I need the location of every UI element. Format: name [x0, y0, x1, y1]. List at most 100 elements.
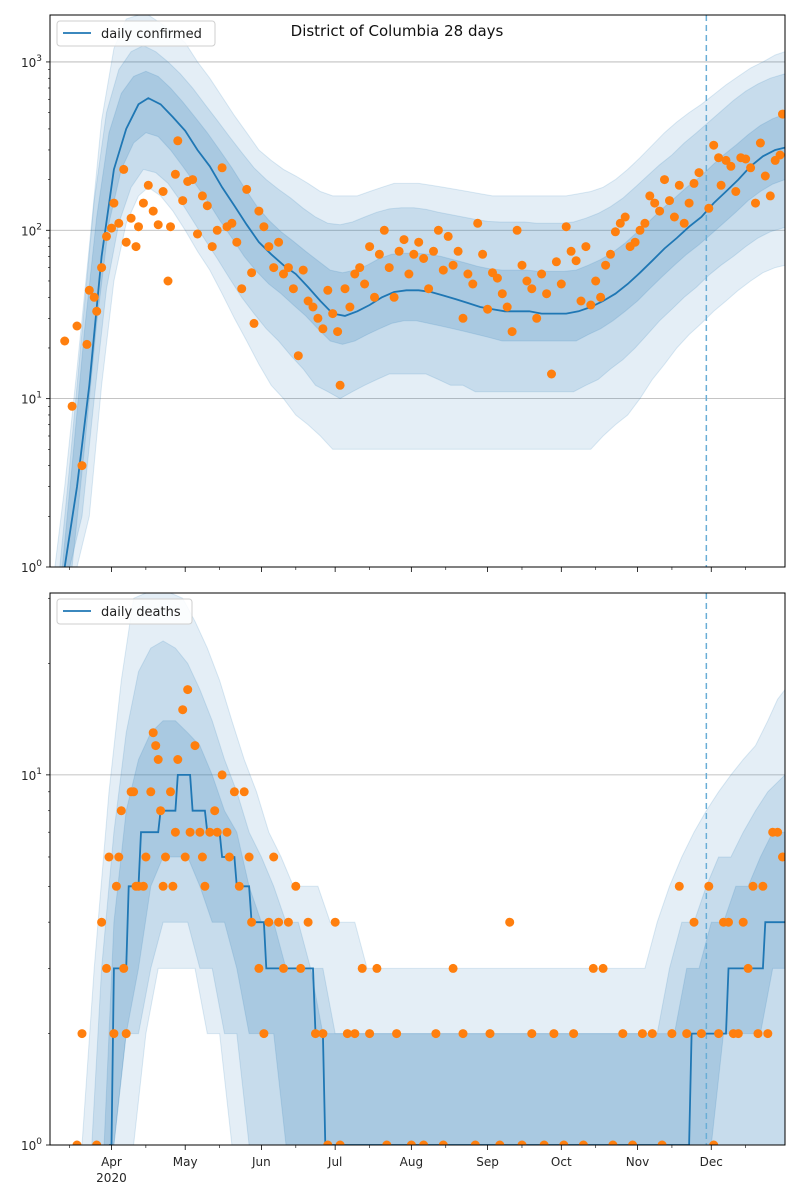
observed-point	[82, 339, 92, 349]
observed-point	[578, 1140, 588, 1145]
observed-point	[689, 917, 699, 927]
observed-point	[77, 1029, 87, 1039]
observed-point	[549, 1029, 559, 1039]
observed-point	[751, 198, 760, 208]
observed-point	[645, 191, 655, 201]
observed-point	[247, 917, 257, 927]
legend-box	[56, 598, 193, 625]
y-tick-exponent: 0	[36, 559, 42, 569]
observed-point	[274, 237, 284, 247]
observed-point	[655, 206, 665, 216]
observed-point	[288, 284, 298, 294]
observed-point	[212, 225, 222, 235]
observed-point	[716, 180, 726, 190]
observed-point	[168, 881, 178, 891]
observed-point	[394, 246, 404, 256]
observed-point	[495, 1140, 505, 1145]
observed-point	[67, 401, 77, 411]
observed-point	[438, 265, 448, 275]
observed-point	[470, 1140, 480, 1145]
observed-point	[721, 155, 731, 165]
observed-point	[497, 289, 507, 299]
observed-point	[217, 163, 227, 173]
observed-point	[566, 246, 576, 256]
observed-point	[674, 881, 684, 891]
observed-point	[505, 917, 515, 927]
observed-point	[463, 269, 473, 279]
observed-point	[207, 242, 217, 252]
observed-point	[97, 263, 107, 273]
observed-point	[429, 246, 438, 256]
observed-point	[635, 225, 645, 235]
observed-point	[485, 1029, 495, 1039]
y-tick-exponent: 0	[36, 1137, 42, 1147]
x-tick-label: Apr	[101, 1155, 122, 1169]
observed-point	[448, 260, 458, 270]
observed-point	[116, 806, 126, 816]
observed-point	[121, 237, 131, 247]
observed-point	[249, 318, 259, 328]
observed-point	[107, 223, 116, 233]
observed-point	[483, 304, 493, 314]
x-tick-label: Nov	[626, 1155, 649, 1169]
observed-point	[620, 212, 630, 222]
observed-point	[279, 963, 288, 973]
observed-point	[185, 827, 195, 837]
observed-point	[704, 881, 714, 891]
y-tick-exponent: 2	[36, 222, 42, 232]
observed-point	[773, 827, 783, 837]
observed-point	[433, 225, 443, 235]
observed-point	[102, 963, 111, 973]
uncertainty-band	[103, 720, 785, 1145]
observed-point	[178, 705, 188, 715]
observed-point	[537, 269, 547, 279]
observed-point	[131, 242, 141, 252]
observed-point	[775, 150, 785, 160]
observed-point	[77, 461, 87, 471]
observed-point	[778, 109, 785, 119]
x-tick-label: Sep	[476, 1155, 499, 1169]
observed-point	[709, 140, 719, 150]
observed-point	[170, 827, 180, 837]
x-tick-label: Jun	[251, 1155, 271, 1169]
observed-point	[360, 279, 370, 289]
observed-point	[492, 273, 502, 283]
observed-point	[424, 284, 434, 294]
observed-point	[97, 917, 107, 927]
observed-point	[183, 685, 193, 695]
observed-point	[547, 369, 556, 379]
observed-point	[468, 279, 478, 289]
observed-point	[628, 1140, 638, 1145]
observed-point	[696, 1029, 706, 1039]
x-tick-label: Aug	[400, 1155, 423, 1169]
observed-point	[244, 852, 254, 862]
observed-point	[409, 249, 419, 259]
observed-point	[588, 963, 598, 973]
observed-point	[180, 852, 190, 862]
observed-point	[596, 292, 606, 302]
observed-point	[222, 827, 232, 837]
observed-point	[283, 263, 293, 273]
observed-point	[119, 963, 129, 973]
observed-point	[197, 852, 207, 862]
observed-point	[227, 218, 237, 228]
observed-point	[60, 336, 70, 346]
observed-point	[618, 1029, 628, 1039]
observed-point	[569, 1029, 579, 1039]
observed-point	[650, 198, 660, 208]
observed-point	[714, 153, 724, 163]
observed-point	[274, 917, 284, 927]
observed-point	[114, 852, 124, 862]
observed-point	[72, 321, 82, 331]
x-tick-label: Dec	[700, 1155, 723, 1169]
observed-point	[404, 269, 414, 279]
legend-label: daily confirmed	[101, 27, 202, 42]
observed-point	[724, 917, 733, 927]
observed-point	[507, 327, 517, 337]
observed-point	[323, 285, 333, 295]
observed-point	[647, 1029, 657, 1039]
observed-point	[763, 1029, 773, 1039]
observed-point	[148, 206, 158, 216]
observed-point	[72, 1140, 82, 1145]
